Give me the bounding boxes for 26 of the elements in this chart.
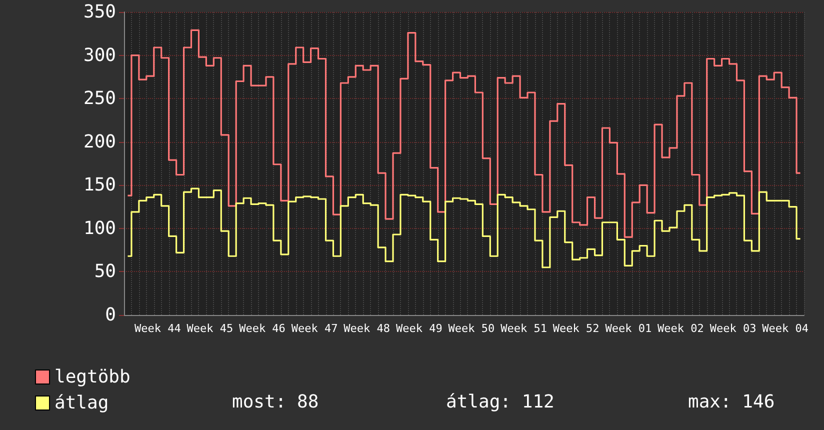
x-tick-label: Week 50 <box>448 322 495 335</box>
x-tick-label: Week 46 <box>239 322 286 335</box>
text: most: 88 <box>232 392 319 412</box>
x-tick-label: Week 45 <box>186 322 234 335</box>
x-tick-label: Week 44 <box>134 322 182 335</box>
x-tick-label: Week 01 <box>605 322 652 335</box>
x-tick-label: Week 04 <box>762 322 809 335</box>
y-tick-label: 250 <box>83 88 116 110</box>
x-tick-label: Week 47 <box>291 322 338 335</box>
legend-label: átlag <box>54 392 109 414</box>
y-tick-label: 350 <box>83 2 116 22</box>
text: átlag: 112 <box>446 392 554 412</box>
y-tick-label: 300 <box>83 44 116 66</box>
x-tick-label: Week 51 <box>500 322 547 335</box>
y-tick-label: 50 <box>94 261 116 282</box>
x-tick-label: Week 52 <box>552 322 600 335</box>
text: max: 146 <box>688 392 775 412</box>
x-tick-label: Week 48 <box>344 322 390 335</box>
y-tick-label: 150 <box>83 174 116 196</box>
x-tick-label: Week 03 <box>710 322 756 335</box>
x-tick-label: Week 49 <box>396 322 442 335</box>
y-tick-label: 0 <box>105 304 116 326</box>
legend-label: legtöbb <box>54 366 130 388</box>
y-tick-label: 100 <box>83 218 116 239</box>
y-tick-label: 200 <box>83 131 116 152</box>
x-tick-label: Week 02 <box>658 322 704 335</box>
